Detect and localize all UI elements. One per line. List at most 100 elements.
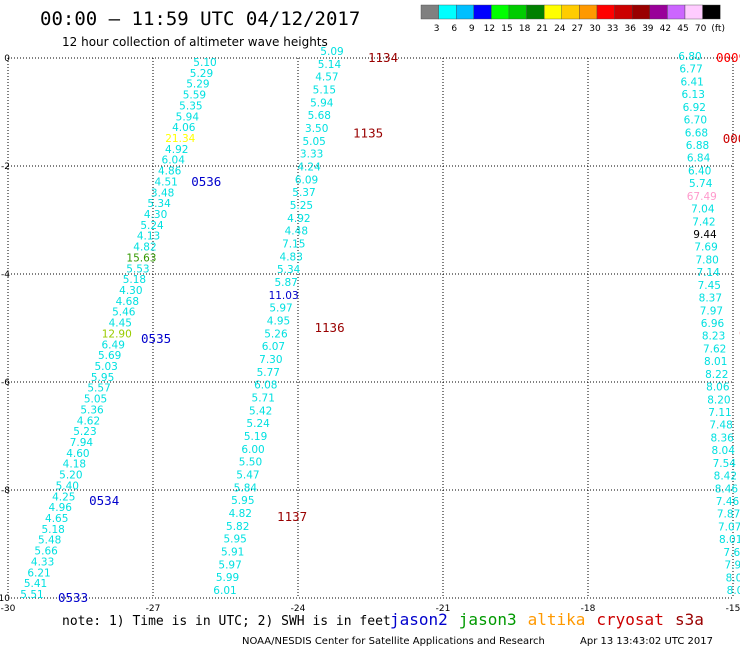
wave-height-value: 5.19 (244, 431, 267, 443)
y-tick-label: -6 (1, 378, 10, 388)
x-tick-label: -24 (291, 604, 306, 614)
wave-height-value: 9.44 (693, 229, 717, 241)
wave-height-value: 6.80 (678, 51, 701, 63)
wave-height-value: 5.10 (193, 57, 216, 69)
wave-height-value: 7.80 (695, 254, 718, 266)
wave-height-value: 4.13 (137, 231, 160, 243)
wave-height-value: 6.00 (241, 444, 264, 456)
wave-height-value: 5.35 (179, 100, 202, 112)
x-tick-label: -21 (436, 604, 451, 614)
wave-height-value: 4.48 (285, 226, 308, 238)
wave-height-value: 5.97 (269, 303, 292, 315)
wave-height-value: 6.49 (102, 339, 125, 351)
pass-time-label: 0 (739, 325, 740, 340)
legend-jason3: jason3 (459, 610, 517, 629)
wave-height-value: 4.45 (109, 318, 132, 330)
wave-height-value: 7.30 (259, 354, 282, 366)
wave-height-value: 5.37 (292, 187, 315, 199)
wave-height-value: 3.33 (300, 149, 323, 161)
legend-altika: altika (528, 610, 586, 629)
wave-height-value: 5.03 (94, 361, 117, 373)
wave-height-value: 5.14 (318, 59, 342, 71)
wave-height-value: 8.37 (699, 293, 722, 305)
wave-height-value: 5.24 (140, 220, 164, 232)
footnote: note: 1) Time is in UTC; 2) SWH is in fe… (62, 614, 391, 629)
wave-height-value: 7.46 (716, 496, 740, 508)
scale-label: 36 (624, 24, 636, 34)
satellite-legend: jason2 jason3 altika cryosat s3a (390, 610, 704, 629)
wave-height-value: 8.01 (704, 356, 727, 368)
wave-height-value: 8.0 (727, 585, 740, 597)
wave-height-value: 7.87 (717, 509, 740, 521)
pass-time-label: 1135 (353, 126, 383, 141)
wave-height-value: 5.46 (112, 307, 136, 319)
wave-height-value: 7.48 (709, 420, 732, 432)
wave-height-value: 7.62 (703, 343, 726, 355)
y-tick-label: 0 (4, 54, 10, 64)
wave-height-value: 5.68 (308, 110, 331, 122)
wave-height-value: 6.96 (701, 318, 725, 330)
scale-swatch (684, 4, 703, 20)
wave-height-value: 5.25 (290, 200, 313, 212)
scale-swatch (667, 4, 686, 20)
wave-height-value: 5.95 (91, 372, 114, 384)
wave-height-value: 8.04 (712, 445, 736, 457)
wave-height-value: 6.01 (213, 585, 236, 597)
wave-height-value: 7.9 (725, 560, 740, 572)
y-tick-label: -10 (0, 594, 10, 604)
wave-height-value: 8.36 (710, 432, 734, 444)
wave-height-value: 7.07 (718, 521, 740, 533)
wave-height-value: 8.46 (715, 483, 739, 495)
scale-label: 15 (501, 24, 512, 34)
pass-time-label: 0534 (89, 493, 119, 508)
wave-height-value: 8.0 (726, 572, 740, 584)
pass-time-label: 1137 (277, 509, 307, 524)
wave-height-value: 5.84 (234, 482, 258, 494)
scale-label: 30 (589, 24, 601, 34)
pass-time-label: 0009 (716, 50, 740, 65)
scale-label: (ft) (711, 24, 725, 34)
wave-height-value: 5.48 (38, 535, 61, 547)
wave-height-value: 4.30 (144, 209, 167, 221)
wave-height-value: 4.92 (287, 213, 310, 225)
color-scale: 3 6 9 12 15 18 21 24 27 30 33 36 39 42 45 70 (ft) (420, 4, 725, 34)
wave-height-value: 4.82 (133, 242, 156, 254)
wave-height-value: 8.20 (707, 394, 730, 406)
wave-height-value: 5.97 (218, 559, 241, 571)
wave-height-value: 5.05 (302, 136, 325, 148)
wave-height-value: 8.01 (719, 534, 740, 546)
wave-height-value: 4.18 (63, 459, 86, 471)
scale-label: 24 (554, 24, 566, 34)
wave-height-value: 8.06 (706, 382, 730, 394)
wave-height-value: 6.13 (682, 89, 705, 101)
wave-height-value: 5.95 (223, 534, 246, 546)
scale-swatch (420, 4, 439, 20)
axis-labels: -30 -27 -24 -21 -18 -15 0 -2 -4 -6 -8 -10 (0, 54, 740, 614)
wave-height-value: 7.69 (694, 242, 717, 254)
satellite-tracks: 5.105.295.295.595.355.944.0621.344.926.0… (20, 46, 740, 605)
wave-height-value: 15.63 (126, 252, 156, 264)
scale-swatch (632, 4, 651, 20)
wave-height-value: 5.69 (98, 350, 121, 362)
wave-height-value: 7.11 (708, 407, 731, 419)
wave-height-value: 5.24 (246, 418, 270, 430)
wave-height-value: 5.18 (41, 524, 64, 536)
scale-swatch (596, 4, 615, 20)
wave-height-value: 11.03 (269, 290, 299, 302)
wave-height-value: 12.90 (102, 328, 132, 340)
page-title: 00:00 – 11:59 UTC 04/12/2017 (40, 8, 360, 30)
scale-swatch (579, 4, 598, 20)
y-tick-label: -8 (1, 486, 10, 496)
x-tick-label: -30 (1, 604, 16, 614)
wave-height-value: 4.96 (49, 502, 73, 514)
y-tick-label: -4 (1, 270, 10, 280)
wave-height-value: 7.04 (691, 204, 715, 216)
wave-height-value: 67.49 (687, 191, 717, 203)
wave-height-value: 7.15 (282, 239, 305, 251)
wave-height-value: 5.66 (34, 546, 58, 558)
wave-height-value: 5.36 (80, 404, 104, 416)
wave-height-value: 5.53 (126, 263, 149, 275)
scale-swatch (561, 4, 580, 20)
pass-time-label: 0009 (723, 131, 740, 146)
page-subtitle: 12 hour collection of altimeter wave hei… (62, 35, 328, 49)
